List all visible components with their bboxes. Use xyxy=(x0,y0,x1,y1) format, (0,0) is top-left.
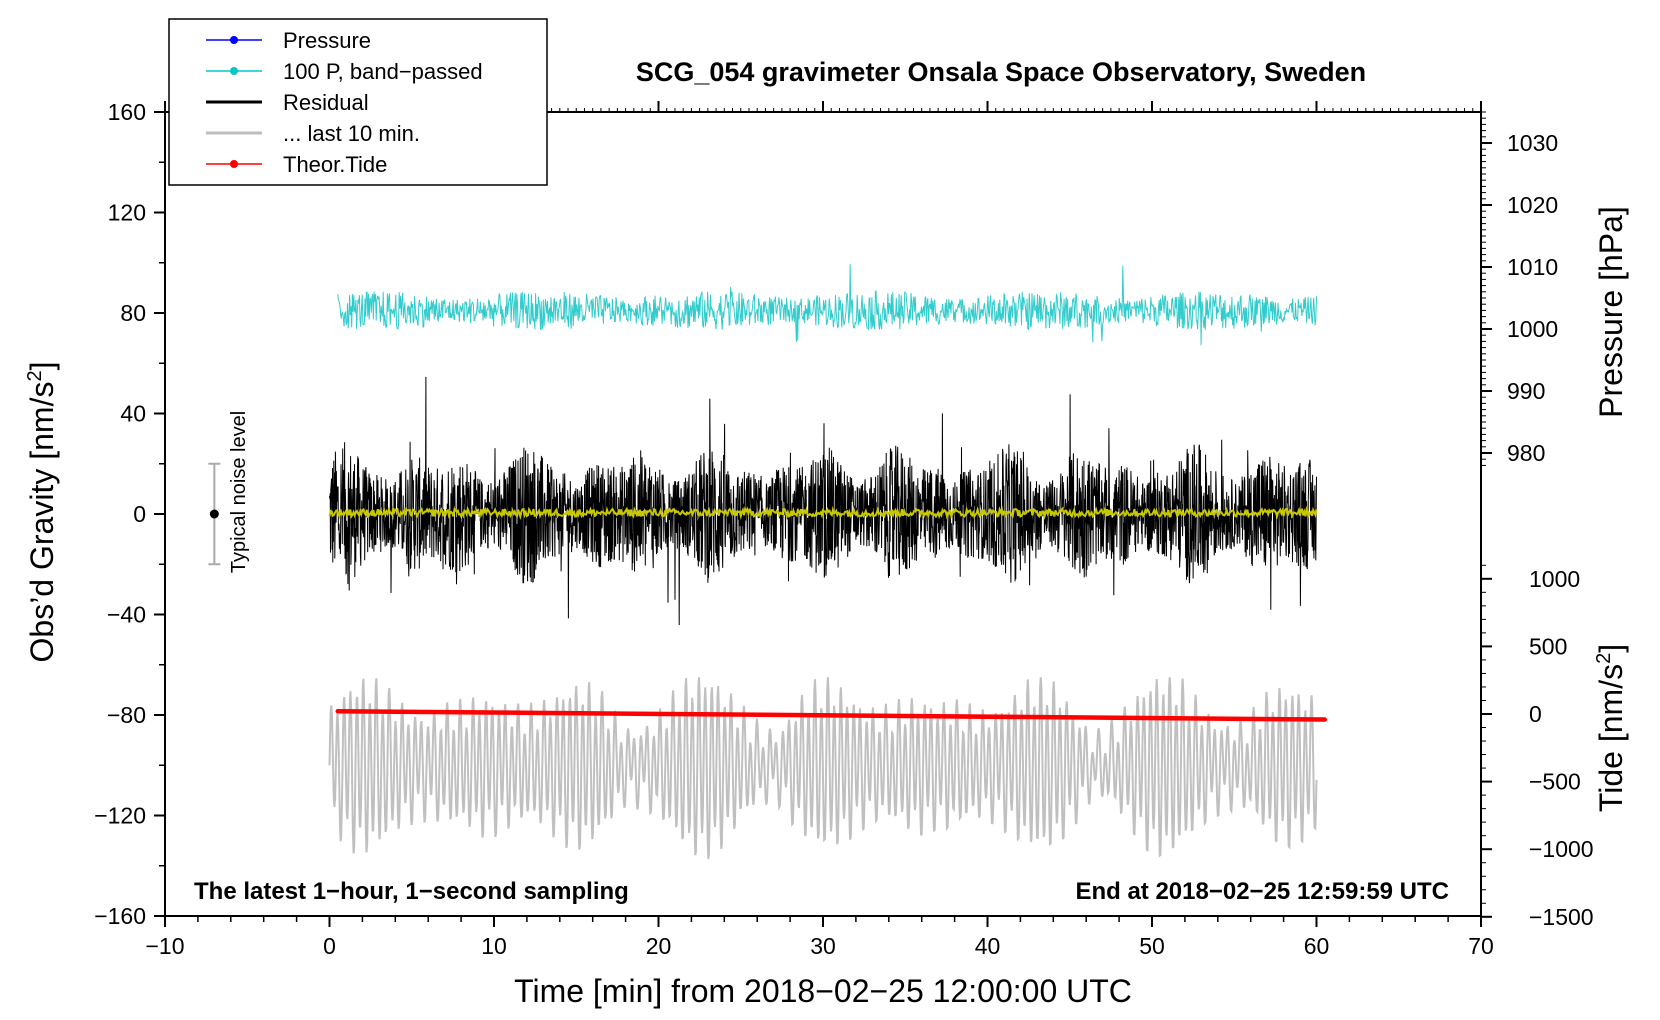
y-tick-label: −160 xyxy=(94,903,146,929)
x-tick-label: −10 xyxy=(145,933,184,959)
x-tick-label: 30 xyxy=(810,933,836,959)
legend-label: Pressure xyxy=(283,28,371,53)
legend-items: Pressure 100 P, band−passed Residual ... la… xyxy=(206,28,483,177)
pressure-tick-label: 1030 xyxy=(1507,130,1558,156)
pressure-tick-label: 1000 xyxy=(1507,316,1558,342)
y-tick-label: 40 xyxy=(120,401,146,427)
y-axis-title-close: ] xyxy=(24,362,60,371)
y-tick-label: 120 xyxy=(108,200,146,226)
series-residual-smoothed xyxy=(328,505,1318,521)
y-tick-label: −40 xyxy=(107,602,146,628)
annotation-end-time: End at 2018−02−25 12:59:59 UTC xyxy=(1075,878,1449,905)
noise-label: Typical noise level xyxy=(228,411,250,573)
tide-axis-title-sup: 2 xyxy=(1593,653,1615,664)
tide-axis-title-main: Tide [nm/s xyxy=(1593,664,1629,812)
chart-title: SCG_054 gravimeter Onsala Space Observat… xyxy=(636,57,1366,87)
series-last-10-min xyxy=(328,677,1318,860)
x-tick-label: 10 xyxy=(481,933,507,959)
y-tick-label: 80 xyxy=(120,300,146,326)
y-axis-title: Obs’d Gravity [nm/s2] xyxy=(24,362,60,663)
tide-tick-label: 0 xyxy=(1529,701,1542,727)
series-theoretical-tide xyxy=(335,708,1327,722)
pressure-tick-label: 980 xyxy=(1507,440,1545,466)
series-layer xyxy=(328,264,1327,860)
x-tick-label: 40 xyxy=(975,933,1001,959)
y-tick-label: 160 xyxy=(108,99,146,125)
series-pressure-band-passed xyxy=(337,264,1317,346)
tide-tick-label: 1000 xyxy=(1529,566,1580,592)
legend-label: Theor.Tide xyxy=(283,152,387,177)
legend-marker xyxy=(230,67,238,75)
legend-label: Residual xyxy=(283,90,369,115)
tide-tick-label: −1000 xyxy=(1529,836,1594,862)
y-tick-label: −80 xyxy=(107,702,146,728)
pressure-tick-label: 990 xyxy=(1507,378,1545,404)
tide-axis-title: Tide [nm/s2] xyxy=(1593,644,1629,812)
y-axis-title-sup: 2 xyxy=(24,370,46,381)
annotation-latest-hour: The latest 1−hour, 1−second sampling xyxy=(194,878,629,905)
x-tick-label: 0 xyxy=(323,933,336,959)
tide-axis-title-close: ] xyxy=(1593,644,1629,653)
pressure-tick-label: 1020 xyxy=(1507,192,1558,218)
y-axis-title-main: Obs’d Gravity [nm/s xyxy=(24,382,60,663)
tide-tick-label: 500 xyxy=(1529,633,1567,659)
noise-dot xyxy=(209,509,219,519)
x-tick-label: 50 xyxy=(1139,933,1165,959)
y-tick-label: −120 xyxy=(94,803,146,829)
pressure-tick-label: 1010 xyxy=(1507,254,1558,280)
noise-level-indicator: Typical noise level xyxy=(208,411,250,573)
x-tick-label: 70 xyxy=(1468,933,1494,959)
x-axis: −10 0 10 20 30 40 50 60 70 xyxy=(145,101,1494,959)
y-axis-pressure: 1030 1020 1010 1000 990 980 xyxy=(1481,111,1558,466)
x-tick-label: 20 xyxy=(646,933,672,959)
tide-tick-label: −1500 xyxy=(1529,904,1594,930)
y-axis-gravity: 160 120 80 40 0 −40 −80 −120 −160 xyxy=(94,99,165,929)
legend-marker xyxy=(230,160,238,168)
legend-label: 100 P, band−passed xyxy=(283,59,483,84)
x-tick-label: 60 xyxy=(1304,933,1330,959)
tide-tick-label: −500 xyxy=(1529,769,1581,795)
series-residual xyxy=(329,376,1317,626)
pressure-axis-title: Pressure [hPa] xyxy=(1593,206,1629,418)
legend: Pressure 100 P, band−passed Residual ... la… xyxy=(168,18,548,186)
x-axis-title: Time [min] from 2018−02−25 12:00:00 UTC xyxy=(514,973,1132,1009)
y-axis-tide: 1000 500 0 −500 −1000 −1500 xyxy=(1481,564,1594,930)
y-tick-label: 0 xyxy=(133,501,146,527)
legend-marker xyxy=(230,36,238,44)
legend-label: ... last 10 min. xyxy=(283,121,420,146)
